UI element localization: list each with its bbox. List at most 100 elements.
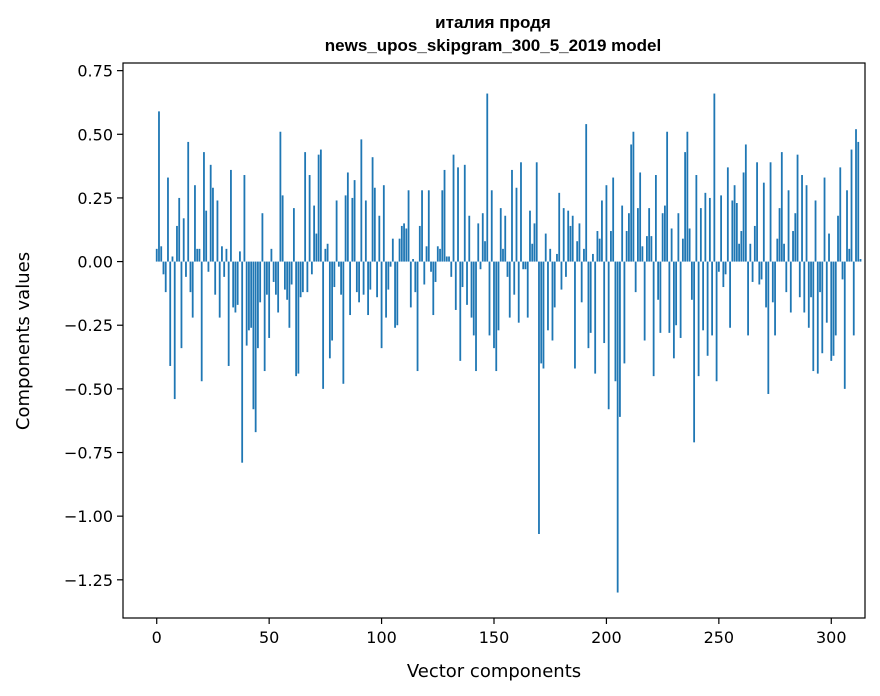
bar xyxy=(708,197,711,262)
y-tick-label: 0.75 xyxy=(77,62,113,81)
bar xyxy=(342,261,345,384)
bar xyxy=(513,261,516,295)
bar xyxy=(855,129,857,262)
y-tick-label: −0.75 xyxy=(64,444,113,463)
bar xyxy=(185,261,187,277)
bar xyxy=(207,261,210,272)
bar xyxy=(803,261,806,313)
bar xyxy=(684,152,687,262)
y-tick-label: −1.25 xyxy=(64,571,113,590)
bar xyxy=(819,261,821,293)
bar xyxy=(218,261,221,318)
bar xyxy=(470,261,473,318)
bar xyxy=(603,261,606,344)
bar xyxy=(625,231,628,262)
bar xyxy=(272,261,275,282)
bar xyxy=(266,261,268,295)
bar xyxy=(322,261,325,389)
bar xyxy=(441,190,444,262)
bar xyxy=(486,93,489,262)
bar xyxy=(331,261,334,341)
bar xyxy=(506,261,509,277)
bar xyxy=(275,261,277,295)
bar xyxy=(371,157,374,262)
bar xyxy=(834,261,837,336)
bar xyxy=(279,131,282,262)
bar xyxy=(612,177,615,262)
bar xyxy=(594,261,597,374)
bar xyxy=(830,261,833,361)
bar xyxy=(857,141,860,262)
bar xyxy=(760,261,763,280)
bar xyxy=(236,261,239,305)
bar xyxy=(756,162,758,262)
bar xyxy=(630,144,633,262)
y-tick-label: −0.25 xyxy=(64,316,113,335)
bar xyxy=(239,251,241,262)
bar xyxy=(637,208,639,262)
bar xyxy=(335,200,338,262)
bar xyxy=(504,215,507,262)
bar xyxy=(610,231,612,262)
bar xyxy=(735,203,738,262)
bar xyxy=(463,164,466,262)
bar xyxy=(205,210,208,262)
bar xyxy=(362,261,365,295)
bar xyxy=(511,169,513,262)
bar xyxy=(389,261,392,267)
bar xyxy=(821,261,824,354)
bar xyxy=(355,261,358,293)
bar xyxy=(484,241,486,262)
bar xyxy=(668,261,671,333)
bar xyxy=(787,190,790,262)
bar xyxy=(326,243,329,262)
bar xyxy=(666,131,669,262)
bar xyxy=(794,213,797,262)
bar xyxy=(742,172,745,262)
bar xyxy=(792,231,794,262)
bar xyxy=(517,261,520,323)
bar xyxy=(533,223,536,262)
bar xyxy=(493,261,495,349)
bar xyxy=(394,261,396,328)
bar xyxy=(445,256,448,262)
bar xyxy=(648,208,651,262)
bar xyxy=(749,243,752,262)
bar xyxy=(576,241,579,262)
bar xyxy=(169,261,172,366)
bar xyxy=(520,162,522,262)
bar xyxy=(225,248,228,262)
bar xyxy=(583,248,585,262)
bar xyxy=(632,131,635,262)
bars-group xyxy=(155,93,862,593)
bar xyxy=(553,261,556,308)
bar xyxy=(619,261,621,417)
bar xyxy=(652,261,655,377)
bar xyxy=(387,261,390,290)
bar xyxy=(360,139,363,262)
x-tick-label: 50 xyxy=(259,628,279,647)
bar xyxy=(461,261,464,288)
y-tick-label: −1.00 xyxy=(64,507,113,526)
bar xyxy=(430,261,432,272)
bar xyxy=(299,261,302,298)
bar xyxy=(162,261,165,275)
bar xyxy=(679,261,682,338)
bar xyxy=(726,167,729,262)
bar xyxy=(203,152,205,262)
bar xyxy=(529,210,531,262)
bar xyxy=(319,149,322,262)
bar xyxy=(765,261,767,308)
bar xyxy=(848,248,851,262)
bar xyxy=(292,208,295,262)
bar xyxy=(646,236,648,262)
bar xyxy=(720,195,722,262)
bar xyxy=(639,172,642,262)
bar xyxy=(812,261,815,372)
chart-title-line-2: news_upos_skipgram_300_5_2019 model xyxy=(325,36,661,55)
bar xyxy=(729,261,731,328)
bar xyxy=(495,261,498,372)
bar xyxy=(526,261,529,318)
bar xyxy=(178,197,181,262)
bar xyxy=(747,261,749,336)
